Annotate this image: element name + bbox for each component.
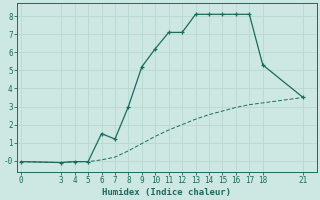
X-axis label: Humidex (Indice chaleur): Humidex (Indice chaleur) — [102, 188, 231, 197]
